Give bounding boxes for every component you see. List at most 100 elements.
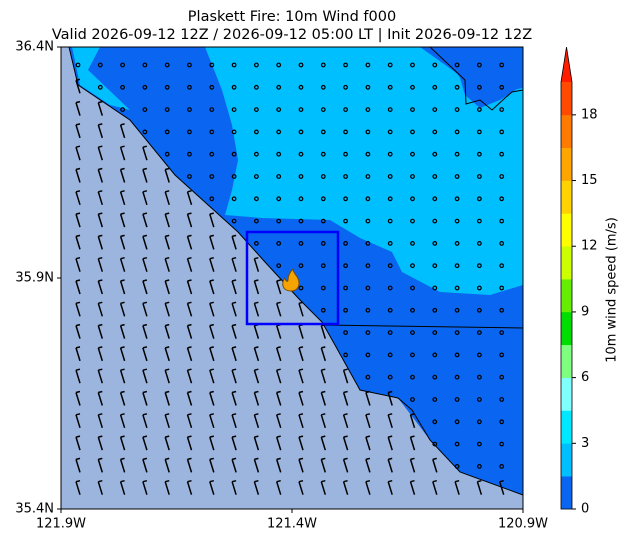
- calm-circle: [410, 285, 415, 291]
- wind-barb: [253, 279, 260, 295]
- wind-barb: [342, 457, 349, 473]
- wind-barb: [186, 368, 193, 384]
- calm-circle: [343, 151, 349, 157]
- calm-circle: [387, 240, 393, 246]
- calm-circle: [209, 62, 215, 68]
- wind-barb: [253, 301, 260, 317]
- calm-circle: [231, 174, 237, 179]
- wind-barb: [409, 435, 416, 451]
- calm-circle: [477, 196, 482, 202]
- wind-barb: [275, 279, 282, 295]
- calm-circle: [477, 84, 482, 90]
- calm-circle: [410, 174, 415, 179]
- wind-barb: [75, 323, 81, 339]
- calm-circle: [343, 196, 349, 202]
- wind-barb: [97, 479, 104, 495]
- calm-circle: [432, 84, 438, 90]
- wind-barb: [97, 190, 104, 206]
- colorbar-tick-label: 6: [581, 370, 589, 385]
- calm-circle: [499, 285, 505, 291]
- wind-barb: [75, 301, 81, 317]
- wind-barb: [75, 256, 81, 272]
- wind-barb: [164, 457, 170, 473]
- calm-circle: [320, 62, 326, 68]
- calm-circle: [432, 196, 438, 202]
- calm-circle: [276, 218, 282, 224]
- calm-circle: [365, 174, 371, 179]
- wind-barb: [75, 78, 81, 94]
- calm-circle: [209, 107, 215, 112]
- calm-circle: [320, 196, 326, 202]
- wind-barb: [97, 100, 104, 116]
- wind-barb: [75, 100, 81, 116]
- wind-barb: [75, 390, 81, 406]
- wind-barb: [97, 435, 104, 451]
- wind-barb: [298, 368, 304, 384]
- calm-circle: [298, 174, 304, 179]
- calm-circle: [387, 62, 393, 68]
- wind-barb: [231, 368, 237, 384]
- calm-circle: [454, 196, 460, 202]
- coastline: [68, 47, 523, 496]
- calm-circle: [454, 129, 460, 135]
- colorbar-segment: [561, 443, 572, 477]
- calm-circle: [343, 352, 349, 358]
- wind-barb: [97, 234, 104, 250]
- wind-barb: [209, 346, 215, 362]
- calm-circle: [231, 129, 237, 135]
- wind-barb: [387, 390, 393, 406]
- calm-circle: [142, 84, 148, 90]
- calm-circle: [276, 174, 282, 179]
- calm-circle: [387, 151, 393, 157]
- title: Plaskett Fire: 10m Wind f000: [188, 9, 396, 25]
- wind-barb: [231, 301, 237, 317]
- calm-circle: [365, 84, 371, 90]
- calm-circle: [499, 129, 505, 135]
- colorbar-tick-label: 9: [581, 304, 589, 319]
- wind-barb: [75, 212, 81, 228]
- calm-circle: [75, 62, 81, 68]
- wind-barb: [142, 190, 148, 206]
- wind-field-low: [440, 47, 523, 108]
- wind-barb: [164, 167, 170, 183]
- calm-circle: [410, 129, 415, 135]
- wind-barb: [275, 301, 282, 317]
- calm-circle: [298, 107, 304, 112]
- calm-circle: [276, 151, 282, 157]
- wind-barb: [75, 167, 81, 183]
- wind-barb: [209, 234, 215, 250]
- colorbar-segment: [561, 213, 572, 247]
- calm-circle: [365, 240, 371, 246]
- wind-barb: [365, 479, 371, 495]
- calm-circle: [209, 196, 215, 202]
- wind-barb: [119, 457, 126, 473]
- calm-circle: [499, 84, 505, 90]
- calm-circle: [387, 174, 393, 179]
- calm-circle: [142, 107, 148, 112]
- wind-barb: [186, 457, 193, 473]
- calm-circle: [477, 307, 482, 313]
- wind-barb: [164, 368, 170, 384]
- colorbar-tick-label: 15: [581, 173, 598, 188]
- calm-circle: [477, 218, 482, 224]
- calm-circle: [164, 129, 170, 135]
- calm-circle: [410, 62, 415, 68]
- calm-circle: [454, 174, 460, 179]
- wind-barb: [164, 323, 170, 339]
- wind-barb: [253, 390, 260, 406]
- wind-barb: [119, 212, 126, 228]
- calm-circle: [454, 330, 460, 336]
- x-tick-label: 120.9W: [498, 517, 548, 532]
- colorbar: 0 3 6 9 12 15 18: [560, 46, 598, 517]
- calm-circle: [343, 218, 349, 224]
- calm-circle: [320, 240, 326, 246]
- wind-barb: [298, 413, 304, 429]
- calm-circle: [454, 419, 460, 425]
- wind-barb: [119, 390, 126, 406]
- colorbar-segment: [561, 476, 572, 510]
- wind-barb: [365, 457, 371, 473]
- wind-barb: [186, 212, 193, 228]
- calm-circle: [187, 151, 192, 157]
- wind-barb: [387, 479, 393, 495]
- wind-barb: [387, 413, 393, 429]
